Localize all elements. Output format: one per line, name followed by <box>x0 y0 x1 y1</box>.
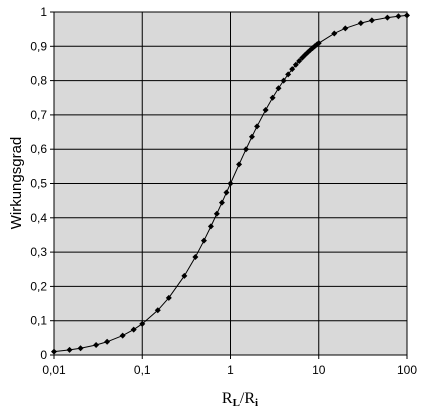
data-point <box>77 345 84 352</box>
data-point <box>289 66 296 73</box>
data-point <box>51 348 57 355</box>
data-point <box>254 123 261 130</box>
y-tick-label: 0,1 <box>30 314 47 328</box>
data-point <box>285 71 292 78</box>
x-tick-label: 10 <box>312 363 326 377</box>
x-axis-title-r2: R <box>244 390 255 407</box>
data-point <box>200 237 207 244</box>
data-point <box>280 77 287 84</box>
data-point <box>130 326 137 333</box>
y-tick-label: 0,2 <box>30 279 47 293</box>
x-axis-title-r1: R <box>222 390 233 407</box>
data-point <box>404 12 410 19</box>
y-tick-label: 0,7 <box>30 108 47 122</box>
y-tick-label: 0,5 <box>30 177 47 191</box>
grid <box>50 11 408 359</box>
x-tick-label: 1 <box>227 363 234 377</box>
y-tick-label: 0,3 <box>30 245 47 259</box>
data-points <box>51 12 410 355</box>
x-tick-label: 0,01 <box>42 363 66 377</box>
x-axis-title: RL/Ri <box>222 390 258 409</box>
x-axis-title-sep: / <box>240 390 245 407</box>
data-point <box>213 210 220 217</box>
y-tick-label: 0,8 <box>30 74 47 88</box>
data-point <box>93 342 100 349</box>
data-point <box>243 146 250 153</box>
data-point <box>357 20 364 27</box>
y-tick-label: 0 <box>40 348 47 362</box>
data-point <box>331 30 338 37</box>
data-point <box>192 254 199 261</box>
data-point <box>218 199 225 206</box>
x-tick-labels: 0,01 0,1 1 10 100 <box>42 363 417 377</box>
data-point <box>223 189 230 196</box>
data-point <box>227 180 234 187</box>
data-point <box>342 25 349 32</box>
data-point <box>181 272 188 279</box>
data-point <box>275 85 282 92</box>
data-point <box>66 346 73 353</box>
data-point <box>207 223 214 230</box>
y-tick-label: 1 <box>40 5 47 19</box>
y-tick-label: 0,4 <box>30 211 47 225</box>
data-point <box>248 133 255 140</box>
x-tick-label: 0,1 <box>134 363 151 377</box>
x-axis-title-s2: i <box>255 397 258 409</box>
y-tick-labels: 0 0,1 0,2 0,3 0,4 0,5 0,6 0,7 0,8 0,9 1 <box>30 5 47 362</box>
data-point <box>119 332 126 339</box>
data-point <box>315 40 322 47</box>
data-point <box>104 338 111 345</box>
x-axis-title-s1: L <box>233 397 240 409</box>
data-point <box>165 294 172 301</box>
data-point <box>292 61 299 68</box>
data-point <box>296 58 303 65</box>
data-point <box>139 320 146 327</box>
y-tick-label: 0,9 <box>30 39 47 53</box>
data-point <box>368 17 375 24</box>
y-tick-label: 0,6 <box>30 142 47 156</box>
data-point <box>395 13 402 20</box>
data-point <box>154 307 161 314</box>
data-point <box>236 161 243 168</box>
data-point <box>262 106 269 113</box>
data-point <box>384 14 391 21</box>
y-axis-title: Wirkungsgrad <box>8 137 25 230</box>
data-point <box>269 94 276 101</box>
x-tick-label: 100 <box>397 363 417 377</box>
